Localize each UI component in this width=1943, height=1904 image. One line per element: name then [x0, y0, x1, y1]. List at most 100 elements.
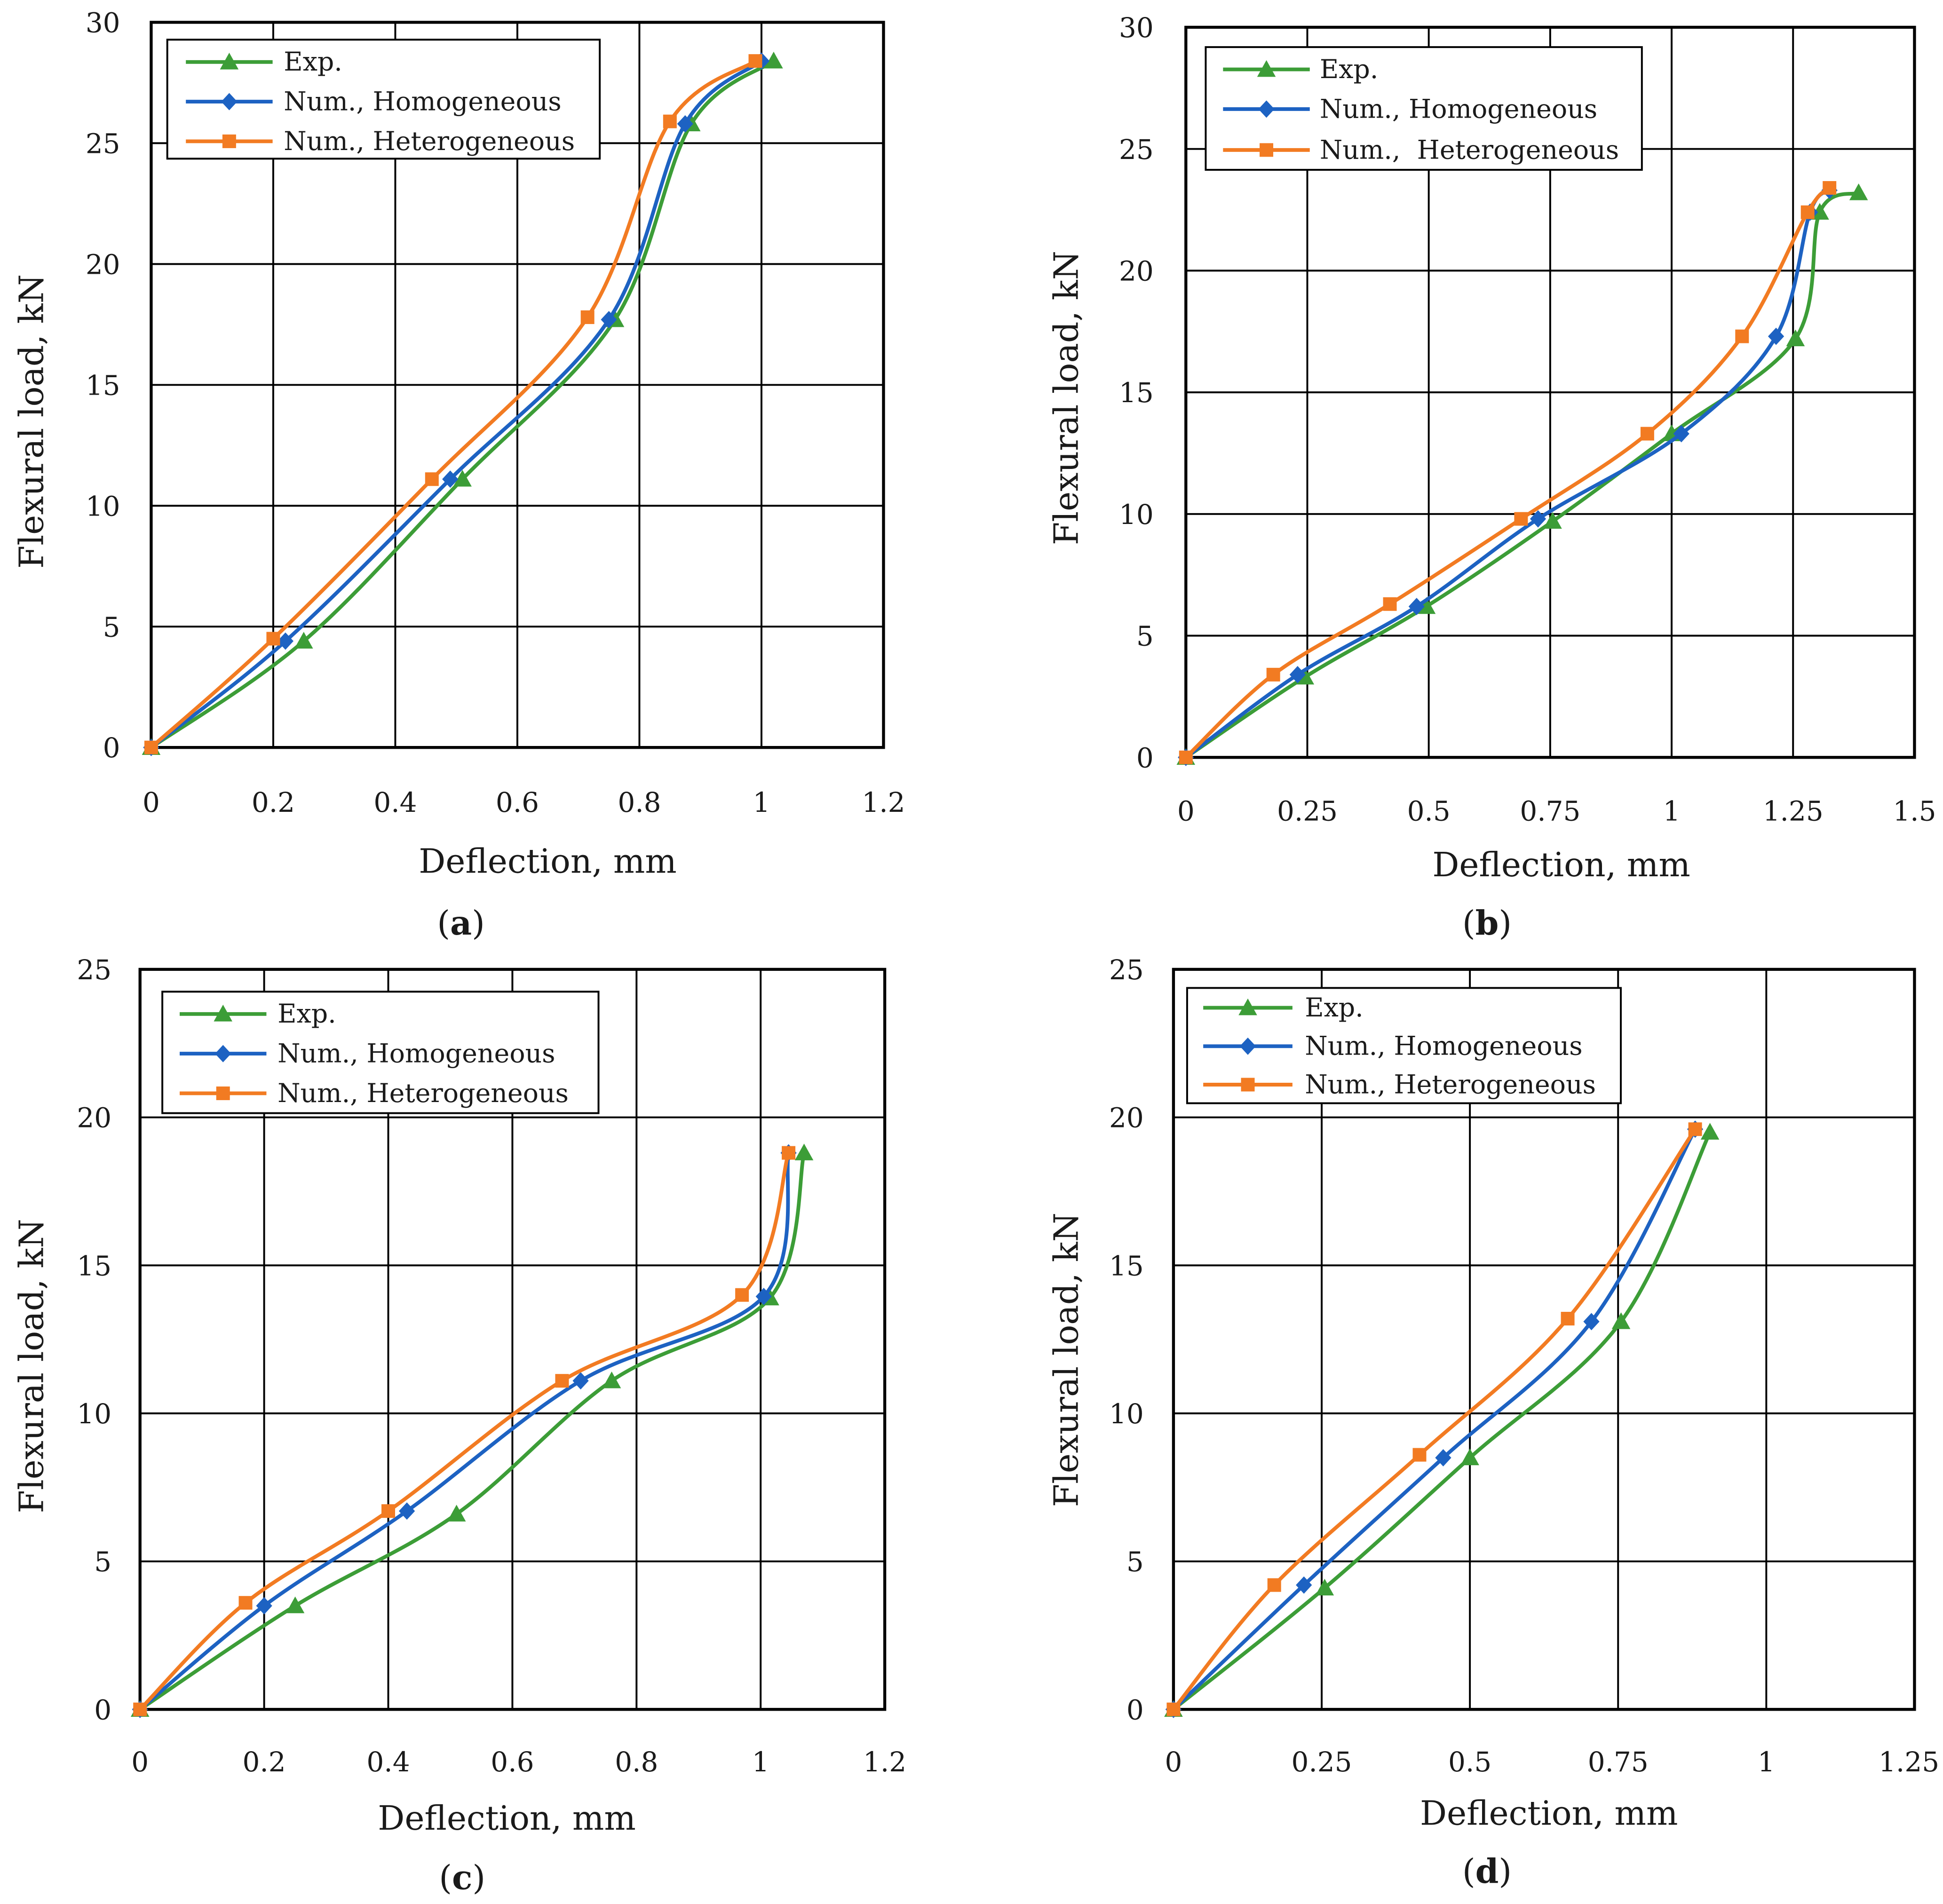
legend-marker-exp — [214, 1005, 232, 1022]
x-axis-title: Deflection, mm — [1432, 845, 1690, 884]
legend-marker-heterogeneous — [216, 1086, 230, 1100]
y-tick-label: 20 — [1109, 1102, 1144, 1134]
x-tick-label: 0.6 — [491, 1746, 534, 1778]
data-point-exp — [794, 1143, 814, 1160]
series-line-heterogeneous — [1184, 186, 1832, 760]
data-point-exp — [1810, 203, 1829, 220]
x-tick-label: 0 — [1177, 795, 1195, 827]
y-tick-label: 0 — [1136, 742, 1154, 774]
y-tick-label: 0 — [1126, 1694, 1144, 1726]
series-line-exp — [1184, 190, 1861, 760]
series-heterogeneous — [144, 54, 762, 754]
x-axis-title: Deflection, mm — [1420, 1793, 1678, 1833]
data-point-homogeneous — [601, 311, 617, 328]
data-point-exp — [294, 632, 313, 649]
y-tick-label: 15 — [77, 1250, 111, 1282]
x-tick-label: 0 — [1165, 1746, 1182, 1778]
panel-label: (a) — [437, 903, 485, 943]
panel-label-paren: ) — [472, 1858, 485, 1897]
panel-label-paren: ) — [1499, 904, 1512, 943]
series-heterogeneous — [1179, 181, 1837, 764]
y-tick-label: 5 — [94, 1546, 111, 1578]
panel-label: (d) — [1462, 1851, 1512, 1891]
data-point-exp — [1611, 1312, 1631, 1329]
legend-item-exp: Exp. — [186, 47, 342, 77]
panel-label-paren: ( — [1462, 1852, 1475, 1891]
series-line-homogeneous — [138, 1151, 791, 1712]
x-tick-label: 0.4 — [366, 1746, 410, 1778]
y-axis-title: Flexural load, kN — [1047, 1213, 1086, 1507]
x-tick-label: 1.25 — [1879, 1746, 1939, 1778]
panel-label-letter: b — [1475, 903, 1499, 943]
chart-panel-a: 0 0.2 0.4 0.6 0.8 1 1.2 0 5 10 15 20 25 30 Exp. Num., H… — [12, 7, 905, 943]
legend-item-heterogeneous: Num., Heterogeneous — [180, 1079, 569, 1109]
data-point-homogeneous — [256, 1597, 272, 1615]
legend-label: Exp. — [1305, 993, 1364, 1023]
data-point-heterogeneous — [1640, 427, 1654, 441]
y-tick-label: 20 — [77, 1102, 111, 1134]
x-tick-label: 0.2 — [252, 786, 295, 818]
legend-label: Num., Heterogeneous — [284, 127, 575, 157]
y-tick-label: 25 — [1119, 134, 1154, 166]
legend-marker-exp — [220, 53, 239, 70]
panel-label-letter: d — [1475, 1851, 1499, 1891]
y-tick-label: 20 — [86, 248, 120, 280]
y-tick-label: 10 — [86, 490, 120, 522]
x-tick-label: 1.25 — [1763, 795, 1824, 827]
y-axis-tick-labels: 0 5 10 15 20 25 — [1109, 954, 1144, 1726]
legend-item-heterogeneous: Num., Heterogeneous — [1223, 135, 1619, 165]
data-point-heterogeneous — [133, 1702, 147, 1716]
chart-panel-b: 0 0.25 0.5 0.75 1 1.25 1.5 0 5 10 15 20 25 30 Exp. Num.… — [1047, 12, 1936, 943]
legend-label: Num., Heterogeneous — [278, 1079, 569, 1109]
legend-label: Num., Homogeneous — [1320, 94, 1597, 124]
legend-marker-exp — [1238, 998, 1257, 1015]
plot-area-frame — [138, 968, 887, 1711]
x-tick-label: 0.6 — [496, 786, 539, 818]
legend-box — [166, 39, 601, 160]
data-point-homogeneous — [1673, 425, 1689, 443]
plot-area-frame — [150, 21, 885, 749]
y-tick-label: 10 — [77, 1398, 111, 1430]
data-point-exp — [286, 1596, 305, 1613]
legend-label: Exp. — [278, 999, 336, 1029]
data-point-heterogeneous — [266, 632, 280, 646]
y-tick-label: 15 — [1109, 1250, 1144, 1282]
series-heterogeneous — [133, 1146, 796, 1716]
legend-item-homogeneous: Num., Homogeneous — [186, 87, 562, 117]
data-point-exp — [1543, 512, 1562, 529]
x-tick-label: 0.25 — [1277, 795, 1338, 827]
x-axis-title: Deflection, mm — [378, 1799, 635, 1838]
data-point-exp — [1700, 1123, 1720, 1140]
data-point-homogeneous — [1289, 666, 1306, 683]
legend-marker-heterogeneous — [1260, 143, 1274, 157]
legend-label: Num., Homogeneous — [1305, 1031, 1582, 1062]
legend-marker-heterogeneous — [222, 134, 236, 148]
x-axis-tick-labels: 0 0.25 0.5 0.75 1 1.25 — [1165, 1746, 1940, 1778]
x-axis-tick-labels: 0 0.2 0.4 0.6 0.8 1 1.2 — [131, 1746, 906, 1778]
legend-item-exp: Exp. — [1203, 993, 1364, 1023]
x-tick-label: 0 — [143, 786, 160, 818]
x-tick-label: 0.25 — [1292, 1746, 1352, 1778]
data-point-exp — [1417, 597, 1436, 614]
y-tick-label: 15 — [86, 369, 120, 401]
series-line-heterogeneous — [1171, 1127, 1697, 1712]
series-line-homogeneous — [1184, 188, 1832, 760]
data-point-homogeneous — [572, 1372, 589, 1390]
y-tick-label: 10 — [1109, 1398, 1144, 1430]
legend-item-heterogeneous: Num., Heterogeneous — [1203, 1070, 1596, 1100]
data-series — [1176, 181, 1868, 766]
series-line-exp — [138, 1151, 806, 1712]
legend-label: Num., Homogeneous — [278, 1039, 555, 1069]
panel-label-letter: c — [452, 1857, 472, 1897]
data-point-heterogeneous — [425, 472, 439, 486]
legend-marker-heterogeneous — [1241, 1078, 1255, 1092]
chart-panel-d: 0 0.25 0.5 0.75 1 1.25 0 5 10 15 20 25 Exp. Num., Hom… — [1047, 954, 1939, 1891]
legend: Exp. Num., Homogeneous Num., Heterogeneous — [1186, 987, 1622, 1104]
data-point-exp — [602, 1371, 621, 1388]
panel-label-paren: ( — [439, 1858, 452, 1897]
panel-label-paren: ) — [472, 904, 485, 943]
x-tick-label: 1.2 — [863, 1746, 906, 1778]
data-point-exp — [1315, 1579, 1334, 1596]
